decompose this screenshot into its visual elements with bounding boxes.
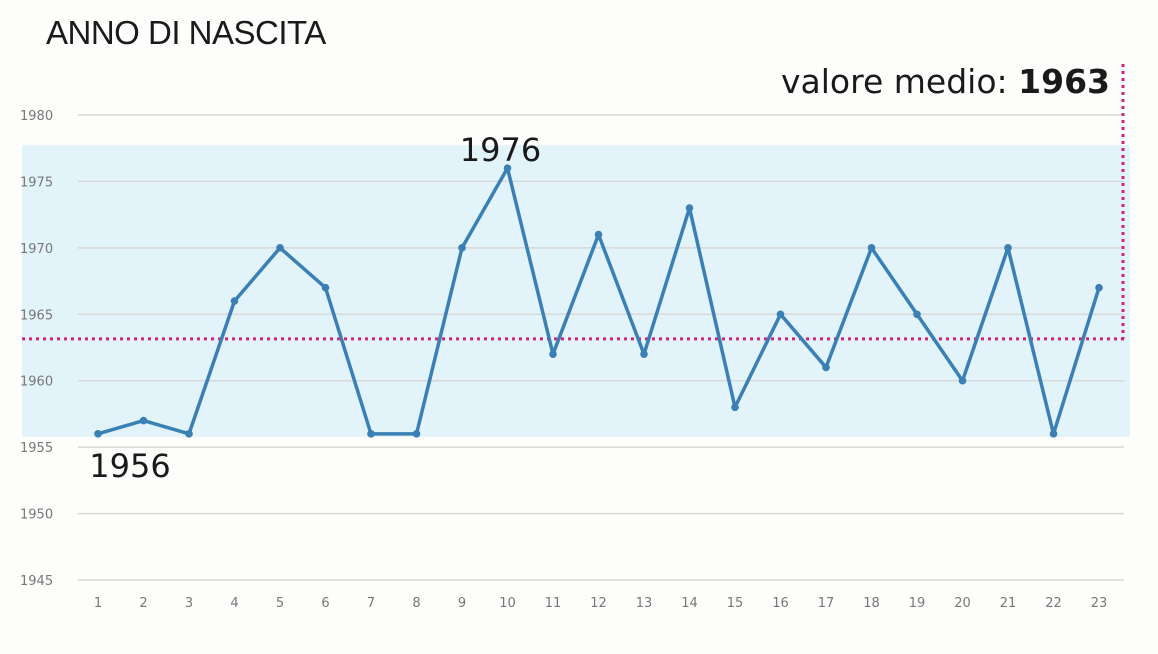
y-tick-label: 1970 [20, 242, 53, 257]
data-point [685, 204, 694, 212]
data-point [1049, 430, 1058, 438]
x-tick-label: 23 [1091, 596, 1108, 611]
data-point [867, 244, 876, 252]
mean-label: valore medio: 1963 [781, 62, 1110, 101]
data-point [503, 164, 512, 172]
data-point [958, 376, 967, 385]
y-tick-label: 1980 [20, 109, 53, 124]
x-tick-label: 13 [636, 596, 653, 611]
y-tick-label: 1965 [20, 308, 53, 323]
x-tick-label: 14 [681, 596, 698, 611]
data-point [776, 310, 785, 319]
x-tick-label: 17 [818, 596, 835, 611]
data-point [1004, 244, 1012, 252]
x-tick-label: 18 [863, 596, 880, 611]
y-tick-label: 1950 [20, 508, 53, 523]
data-point [139, 416, 148, 425]
x-tick-label: 19 [909, 596, 926, 611]
data-point [276, 244, 284, 252]
y-tick-label: 1945 [20, 574, 53, 589]
x-tick-label: 2 [139, 596, 147, 611]
data-point [640, 350, 648, 358]
min-annotation: 1956 [89, 447, 170, 485]
data-point [185, 430, 193, 438]
data-point [1095, 283, 1103, 292]
y-tick-label: 1960 [20, 375, 53, 390]
x-tick-label: 3 [185, 596, 193, 611]
x-tick-label: 11 [545, 596, 562, 611]
x-tick-label: 1 [94, 596, 102, 611]
x-tick-label: 6 [321, 596, 329, 611]
x-tick-label: 9 [458, 596, 466, 611]
data-point [230, 297, 239, 305]
y-tick-label: 1955 [20, 441, 53, 456]
x-tick-label: 15 [727, 596, 744, 611]
data-point [94, 430, 102, 438]
x-tick-label: 16 [772, 596, 789, 611]
data-point [594, 230, 603, 239]
y-tick-label: 1975 [20, 175, 53, 190]
x-tick-label: 20 [954, 596, 971, 611]
x-tick-label: 22 [1045, 596, 1062, 611]
x-tick-label: 10 [499, 596, 516, 611]
x-tick-label: 7 [367, 596, 375, 611]
x-tick-label: 4 [230, 596, 238, 611]
chart-title: ANNO DI NASCITA [46, 14, 326, 51]
data-point [412, 430, 421, 438]
max-annotation: 1976 [460, 131, 541, 169]
data-point [731, 403, 739, 412]
x-tick-label: 8 [412, 596, 420, 611]
data-point [367, 430, 375, 438]
data-point [822, 363, 830, 372]
data-point [458, 244, 466, 252]
data-point [913, 310, 921, 319]
x-tick-label: 21 [1000, 596, 1017, 611]
x-tick-label: 5 [276, 596, 284, 611]
data-point [321, 283, 330, 292]
x-tick-label: 12 [590, 596, 607, 611]
data-point [549, 350, 557, 358]
mean-label-value: 1963 [1018, 62, 1110, 101]
mean-label-prefix: valore medio: [781, 62, 1008, 101]
